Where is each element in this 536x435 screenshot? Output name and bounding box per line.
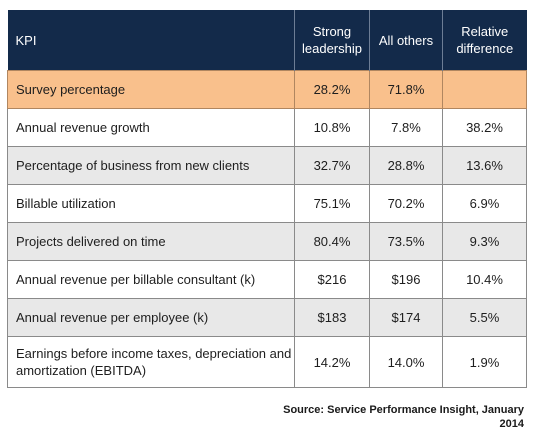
row-relative-value: 6.9% [442,184,527,223]
table-row: Annual revenue growth 10.8% 7.8% 38.2% [7,108,527,147]
row-relative-value: 10.4% [442,260,527,299]
row-kpi-label: Annual revenue per employee (k) [7,298,295,337]
row-relative-value: 1.9% [442,336,527,388]
row-relative-value [442,70,527,109]
row-kpi-label: Percentage of business from new clients [7,146,295,185]
row-others-value: 71.8% [369,70,443,109]
row-strong-value: $216 [294,260,370,299]
row-relative-value: 38.2% [442,108,527,147]
row-kpi-label: Annual revenue per billable consultant (… [7,260,295,299]
header-all-others: All others [369,10,443,71]
row-relative-value: 13.6% [442,146,527,185]
row-kpi-label: Billable utilization [7,184,295,223]
table-header-row: KPI Strong leadership All others Relativ… [7,10,527,71]
row-others-value: 28.8% [369,146,443,185]
row-others-value: 73.5% [369,222,443,261]
table-row: Percentage of business from new clients … [7,146,527,185]
header-strong-leadership: Strong leadership [294,10,370,71]
kpi-table: KPI Strong leadership All others Relativ… [7,10,527,388]
row-kpi-label: Earnings before income taxes, depreciati… [7,336,295,388]
table-row: Annual revenue per employee (k) $183 $17… [7,298,527,337]
table-row: Earnings before income taxes, depreciati… [7,336,527,388]
row-kpi-label: Annual revenue growth [7,108,295,147]
row-strong-value: 10.8% [294,108,370,147]
source-line2: 2014 [499,418,524,430]
row-relative-value: 5.5% [442,298,527,337]
row-relative-value: 9.3% [442,222,527,261]
row-others-value: $196 [369,260,443,299]
row-strong-value: 75.1% [294,184,370,223]
row-strong-value: 32.7% [294,146,370,185]
source-citation: Source: Service Performance Insight, Jan… [224,403,524,431]
header-relative-difference: Relative difference [442,10,527,71]
row-kpi-label: Survey percentage [7,70,295,109]
table-row: Annual revenue per billable consultant (… [7,260,527,299]
table-row: Survey percentage 28.2% 71.8% [7,70,527,109]
row-others-value: $174 [369,298,443,337]
header-relative-line2: difference [456,41,514,56]
row-others-value: 14.0% [369,336,443,388]
row-kpi-label: Projects delivered on time [7,222,295,261]
row-strong-value: 28.2% [294,70,370,109]
header-relative-line1: Relative [461,24,509,39]
header-strong-line2: leadership [302,41,362,56]
header-strong-line1: Strong [312,24,352,39]
row-strong-value: 80.4% [294,222,370,261]
row-strong-value: $183 [294,298,370,337]
row-others-value: 70.2% [369,184,443,223]
row-others-value: 7.8% [369,108,443,147]
source-line1: Source: Service Performance Insight, Jan… [283,404,524,416]
row-strong-value: 14.2% [294,336,370,388]
table-row: Billable utilization 75.1% 70.2% 6.9% [7,184,527,223]
header-kpi: KPI [7,10,295,71]
table-row: Projects delivered on time 80.4% 73.5% 9… [7,222,527,261]
